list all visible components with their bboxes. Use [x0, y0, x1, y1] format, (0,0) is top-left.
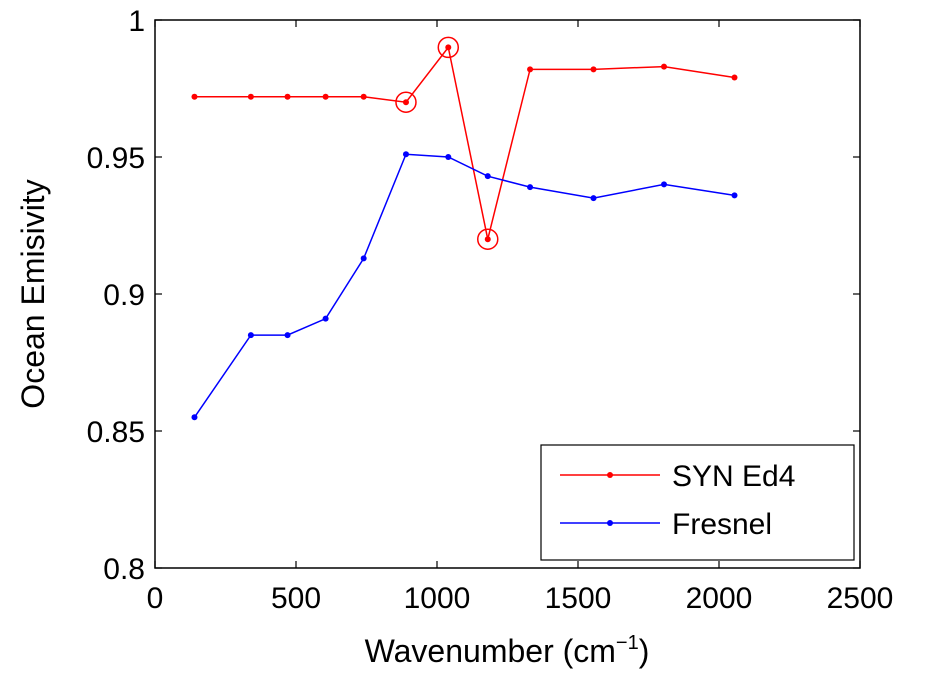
data-point-fresnel [484, 173, 491, 180]
y-axis-title: Ocean Emisivity [15, 179, 51, 408]
data-point-syn-ed4 [661, 63, 668, 70]
data-point-syn-ed4 [731, 74, 738, 81]
data-point-syn-ed4 [527, 66, 534, 73]
data-point-syn-ed4 [484, 236, 491, 243]
x-tick-label: 2000 [686, 582, 753, 615]
data-point-syn-ed4 [191, 93, 198, 100]
data-point-syn-ed4 [247, 93, 254, 100]
y-tick-label: 0.95 [87, 142, 145, 175]
series-layer [191, 36, 738, 421]
data-point-fresnel [322, 315, 329, 322]
series-line-syn-ed4 [194, 45, 735, 240]
y-tick-label: 0.8 [103, 553, 145, 586]
data-point-fresnel [731, 192, 738, 199]
data-point-syn-ed4 [445, 44, 452, 51]
y-tick-label: 0.85 [87, 416, 145, 449]
x-tick-label: 1000 [404, 582, 471, 615]
legend-marker-fresnel [607, 520, 613, 526]
highlight-ring-syn-ed4 [477, 228, 499, 250]
data-point-fresnel [191, 414, 198, 421]
series-line-fresnel [193, 153, 735, 418]
highlight-ring-syn-ed4 [395, 91, 417, 113]
data-point-fresnel [590, 195, 597, 202]
legend-label-fresnel: Fresnel [672, 508, 772, 541]
x-tick-label: 500 [271, 582, 321, 615]
x-tick-label: 1500 [545, 582, 612, 615]
data-point-fresnel [661, 181, 668, 188]
data-point-syn-ed4 [284, 93, 291, 100]
legend-label-syn-ed4: SYN Ed4 [672, 460, 795, 493]
y-tick-label: 1 [128, 5, 145, 38]
data-point-fresnel [284, 332, 291, 339]
data-point-syn-ed4 [360, 93, 367, 100]
x-tick-label: 0 [147, 582, 164, 615]
data-point-syn-ed4 [590, 66, 597, 73]
data-point-fresnel [527, 184, 534, 191]
data-point-fresnel [247, 332, 254, 339]
legend-box [540, 444, 855, 561]
data-point-fresnel [402, 151, 409, 158]
x-tick-label: 2500 [827, 582, 894, 615]
legend-marker-syn-ed4 [607, 472, 613, 478]
tick-labels: 0 500 1000 1500 2000 2500 0.8 0.85 0.9 0.95 1 [87, 5, 894, 615]
legend: SYN Ed4 Fresnel [540, 444, 855, 561]
data-point-fresnel [360, 255, 367, 262]
data-point-fresnel [445, 154, 452, 160]
data-point-syn-ed4 [402, 99, 409, 106]
data-point-syn-ed4 [322, 93, 329, 100]
x-axis-title: Wavenumber (cm−1) [365, 632, 650, 669]
axis-ticks [154, 19, 861, 569]
highlight-ring-syn-ed4 [437, 36, 460, 59]
y-tick-label: 0.9 [103, 279, 145, 312]
